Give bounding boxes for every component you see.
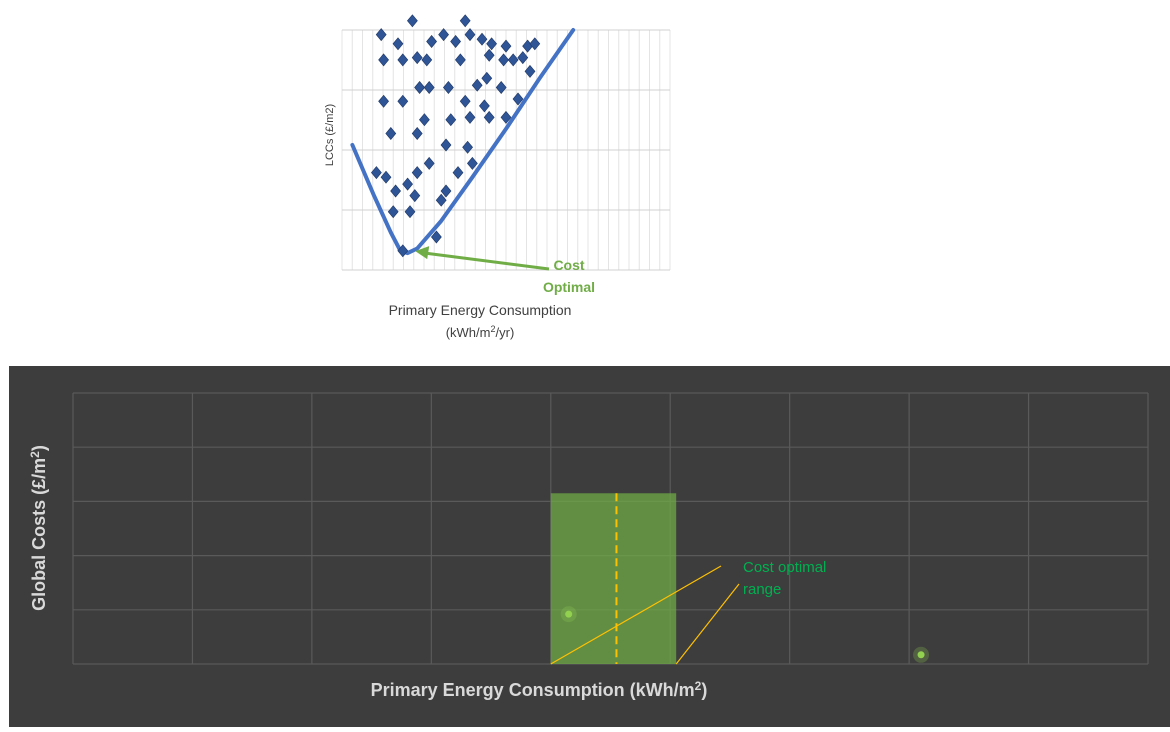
lcc-point	[380, 170, 392, 184]
lcc-point	[495, 81, 507, 94]
lcc-point	[414, 81, 425, 94]
lcc-point	[443, 81, 454, 94]
lcc-x-axis-label-line2: (kWh/m2/yr)	[446, 324, 515, 340]
lcc-point	[419, 113, 430, 127]
cost-optimal-arrow	[415, 246, 550, 271]
lcc-point	[392, 37, 404, 51]
lcc-point	[529, 37, 541, 51]
lcc-point	[500, 110, 512, 124]
lcc-point	[423, 156, 435, 170]
lcc-point	[445, 113, 457, 127]
lcc-point	[438, 28, 449, 42]
lcc-point	[464, 28, 476, 42]
lcc-point	[450, 35, 461, 48]
lcc-point	[397, 94, 409, 108]
lcc-point	[440, 138, 452, 152]
lcc-point	[483, 110, 495, 124]
cost-optimal-range-band	[550, 493, 677, 664]
lcc-point	[402, 177, 413, 191]
range-leader-line-right	[675, 583, 740, 665]
lcc-point	[421, 53, 433, 67]
global-cost-point	[917, 651, 925, 659]
lcc-point	[462, 140, 473, 154]
lcc-cost-curve	[350, 28, 576, 256]
lcc-points-layer	[371, 14, 541, 258]
lcc-point	[452, 166, 464, 180]
cost-optimal-range-label: Cost optimal	[743, 559, 826, 576]
lcc-point	[476, 32, 488, 46]
cost-optimal-label-word: Optimal	[543, 279, 595, 295]
lcc-point	[431, 230, 442, 244]
lcc-x-axis-label-line1: Primary Energy Consumption	[389, 302, 572, 318]
cost-optimal-arrow-head	[415, 246, 430, 260]
lcc-point	[409, 189, 421, 203]
lcc-point	[440, 184, 452, 198]
lcc-point	[375, 28, 387, 42]
lcc-point	[524, 64, 536, 78]
cost-optimal-label: Cost Optimal	[543, 257, 595, 295]
lcc-point	[411, 166, 423, 180]
lcc-point	[455, 53, 466, 67]
global-costs-range-layer	[550, 493, 740, 665]
lcc-point	[390, 184, 401, 198]
lcc-point	[423, 81, 435, 94]
lcc-point	[459, 14, 471, 28]
lcc-point	[411, 127, 423, 140]
lcc-point	[404, 205, 416, 219]
lcc-point	[435, 193, 447, 207]
lcc-y-axis-label: LCCs (£/m2)	[324, 104, 336, 166]
global-costs-panel: Cost optimal range Primary Energy Consum…	[9, 366, 1170, 727]
lcc-point	[517, 51, 529, 65]
lcc-point	[498, 53, 509, 67]
lcc-curve-layer	[350, 28, 576, 256]
cost-optimal-arrow-shaft	[425, 251, 550, 271]
lcc-point	[486, 37, 497, 51]
global-costs-chart: Cost optimal range Primary Energy Consum…	[28, 392, 1149, 700]
lcc-point	[479, 99, 490, 113]
lcc-point	[378, 94, 389, 108]
lcc-point	[397, 53, 409, 67]
lcc-point	[500, 39, 512, 53]
range-leader-line-left	[550, 565, 722, 665]
lcc-chart: Cost Optimal LCCs (£/m2) Primary Energy C…	[324, 14, 671, 340]
lcc-point	[464, 110, 476, 124]
global-costs-points-layer	[560, 606, 930, 663]
lcc-point	[371, 166, 382, 180]
lcc-point	[411, 51, 423, 65]
lcc-point	[385, 127, 397, 140]
global-cost-point	[565, 610, 573, 618]
lcc-point	[378, 53, 389, 67]
global-costs-y-axis-label: Global Costs (£/m2)	[28, 445, 49, 611]
lcc-point	[467, 156, 478, 170]
cost-optimal-label-word: Cost	[553, 257, 584, 273]
cost-optimal-range-label-2: range	[743, 581, 781, 598]
lcc-point	[387, 205, 399, 219]
lcc-point	[483, 48, 495, 62]
lcc-point	[397, 244, 409, 258]
lcc-point	[512, 92, 524, 106]
lcc-point	[459, 94, 471, 108]
lcc-point	[407, 14, 418, 28]
global-costs-x-axis-label: Primary Energy Consumption (kWh/m2)	[371, 679, 708, 700]
lcc-point	[471, 78, 483, 92]
lcc-point	[481, 71, 493, 85]
lcc-point	[507, 53, 519, 67]
lcc-point	[426, 35, 437, 48]
